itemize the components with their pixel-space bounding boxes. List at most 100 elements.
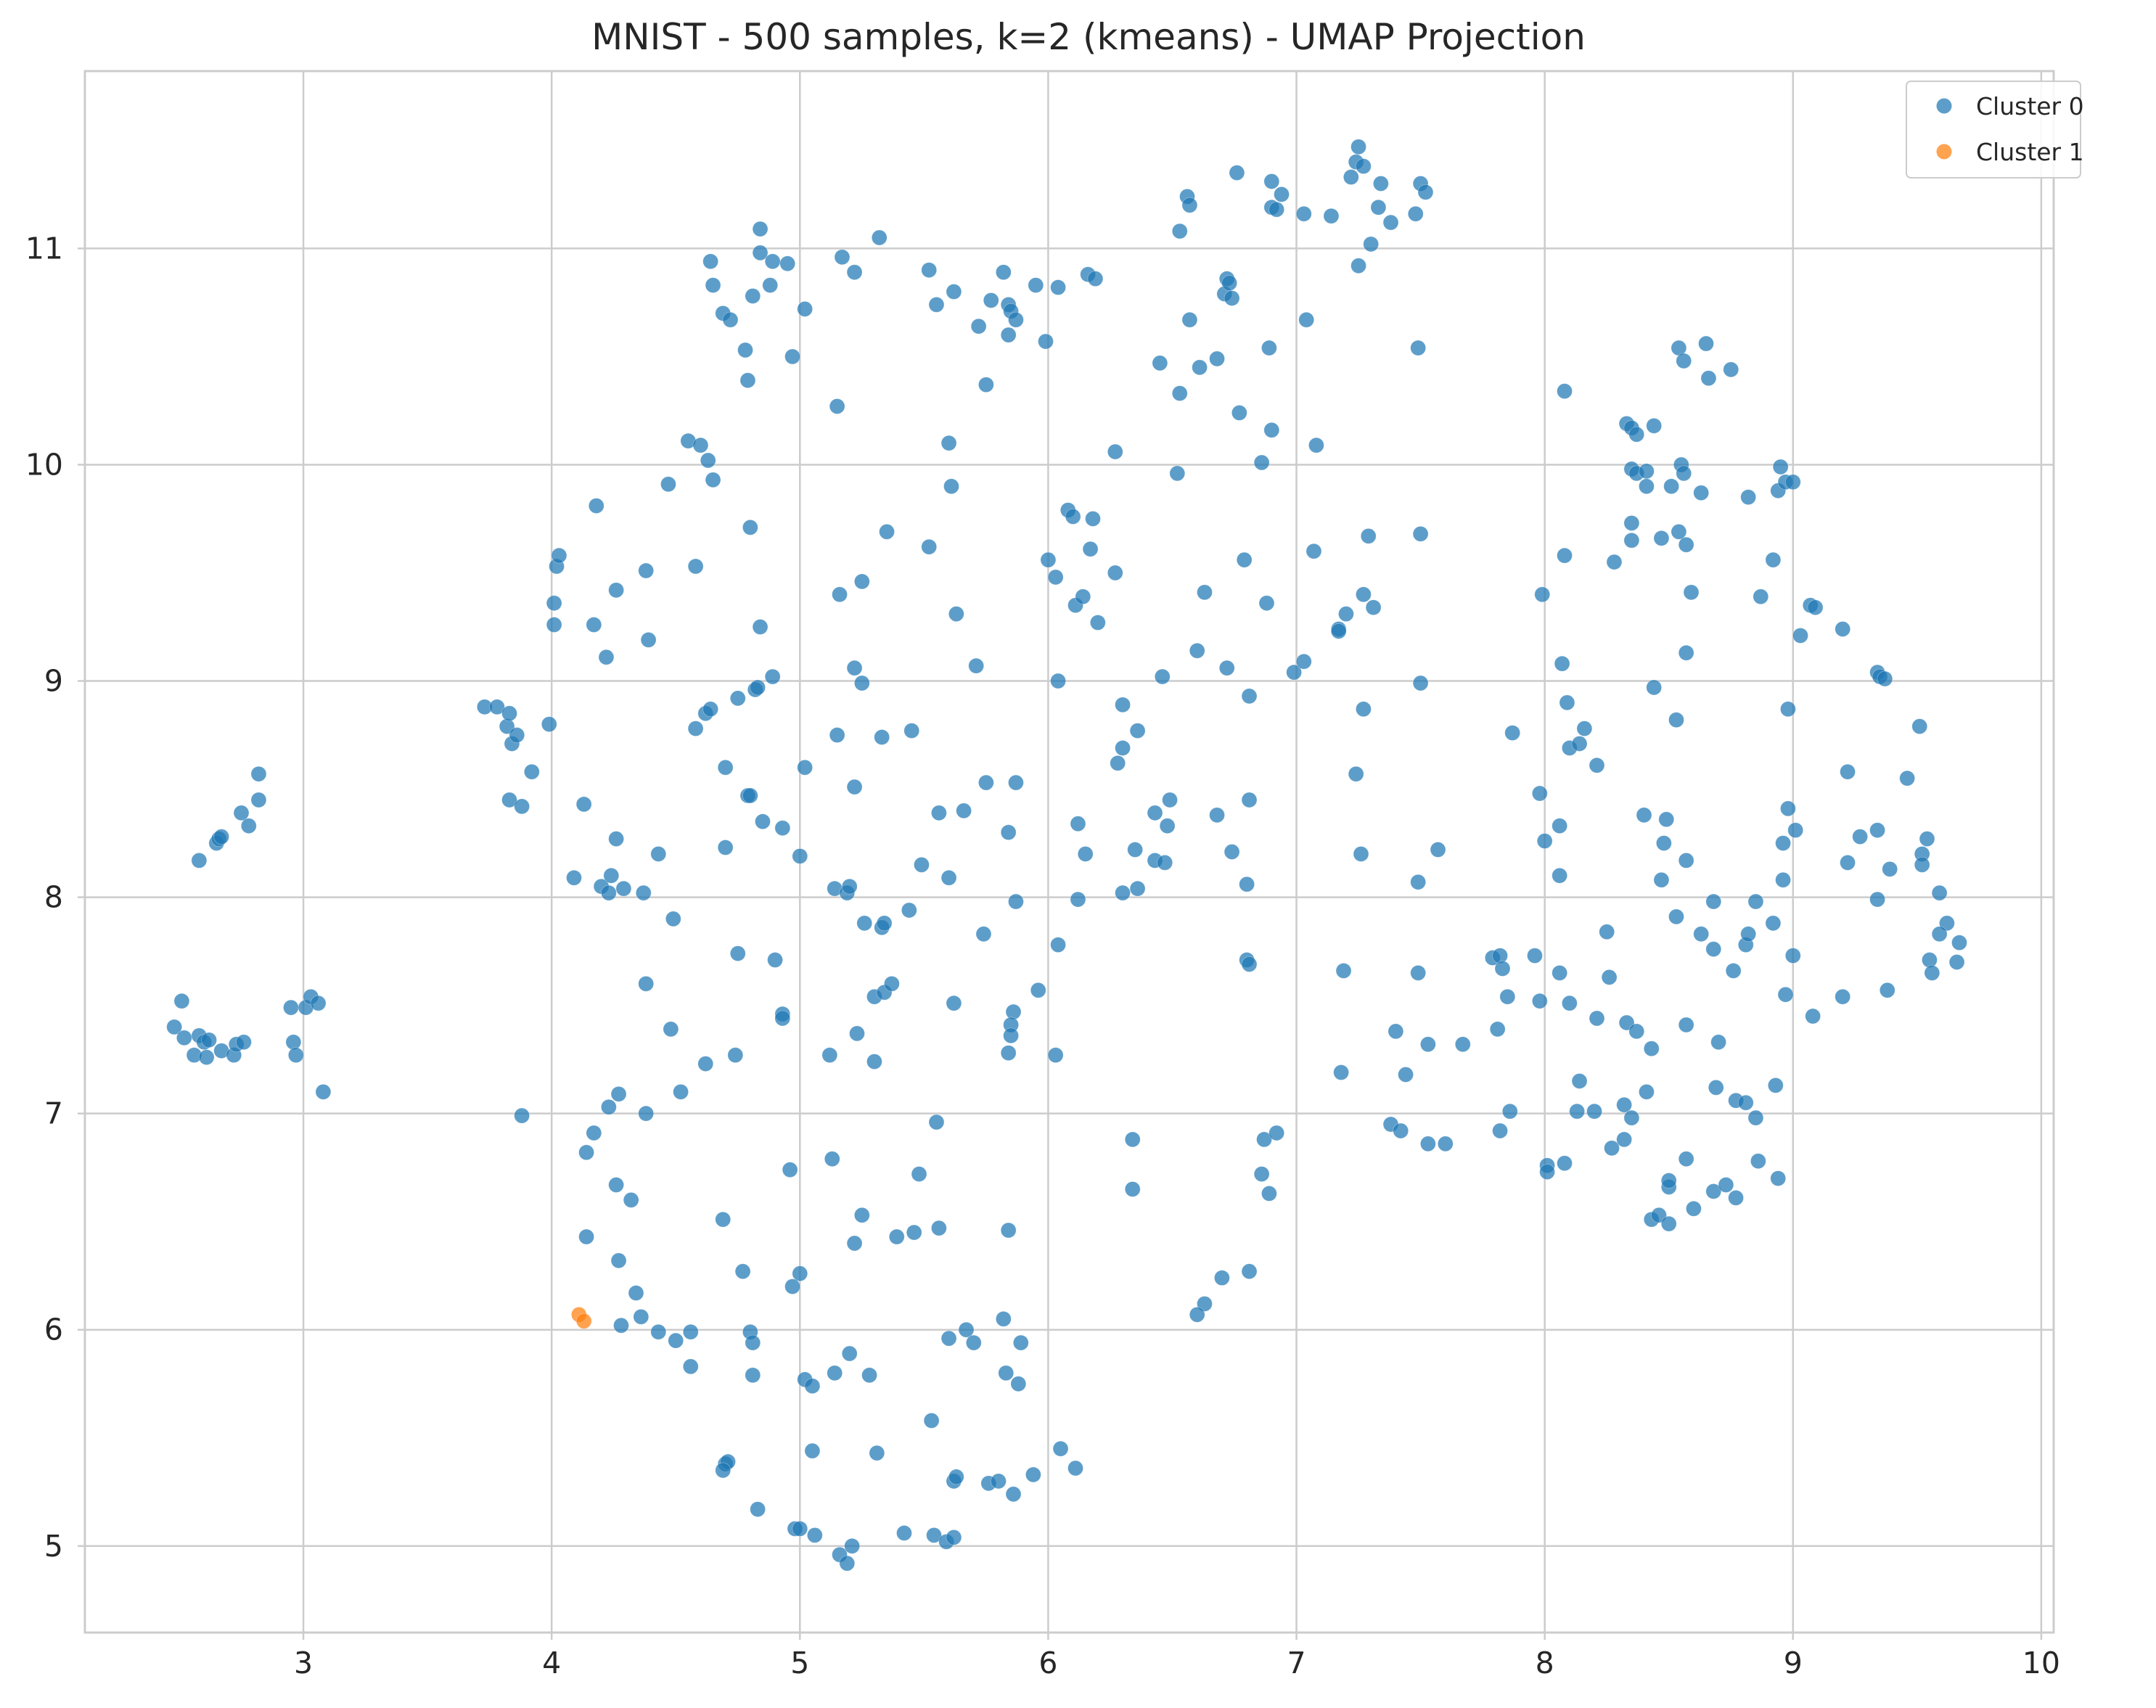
data-point (946, 284, 962, 300)
data-point (1604, 1140, 1620, 1157)
data-point (1087, 271, 1104, 287)
data-point (1050, 673, 1067, 689)
data-point (1599, 924, 1615, 940)
chart-title: MNIST - 500 samples, k=2 (kmeans) - UMAP… (591, 16, 1586, 58)
data-point (1499, 988, 1516, 1005)
data-point (804, 1442, 821, 1459)
data-point (1154, 668, 1171, 685)
data-point (948, 606, 964, 623)
data-point (1030, 982, 1046, 998)
data-point (514, 1107, 530, 1124)
data-point (1286, 664, 1303, 681)
data-point (285, 1034, 302, 1051)
data-point (1676, 353, 1692, 369)
data-point (1181, 197, 1198, 213)
y-tick-label: 7 (44, 1096, 63, 1131)
data-point (546, 617, 562, 633)
data-point (1869, 891, 1885, 908)
data-point (1040, 551, 1057, 568)
legend-label-cluster-1: Cluster 1 (1976, 138, 2084, 166)
data-point (729, 690, 746, 707)
data-point (1777, 986, 1794, 1003)
data-point (638, 562, 655, 579)
data-point (946, 995, 962, 1011)
data-point (575, 1313, 592, 1329)
data-point (1253, 1166, 1270, 1183)
data-point (940, 869, 957, 886)
data-point (1077, 846, 1094, 862)
data-point (1686, 1200, 1702, 1217)
data-point (1589, 757, 1605, 773)
scatter-points (166, 139, 1967, 1572)
data-point (600, 1099, 617, 1115)
data-point (1028, 277, 1044, 293)
data-point (1643, 1040, 1660, 1057)
data-point (1085, 511, 1101, 527)
data-point (1835, 621, 1851, 637)
data-point (523, 763, 540, 780)
data-point (240, 818, 257, 834)
data-point (1668, 712, 1684, 728)
data-point (1089, 615, 1106, 631)
data-point (764, 668, 781, 685)
data-point (1159, 818, 1176, 834)
data-point (697, 1056, 714, 1072)
data-point (1840, 855, 1856, 871)
y-tick-label: 5 (44, 1529, 63, 1564)
data-point (903, 723, 920, 739)
data-point (1623, 1109, 1640, 1126)
data-point (1162, 792, 1178, 808)
data-point (745, 288, 761, 304)
y-tick-label: 6 (44, 1313, 63, 1347)
data-point (166, 1019, 183, 1035)
data-point (1229, 165, 1245, 181)
data-point (1050, 279, 1067, 295)
data-point (906, 1224, 922, 1241)
data-point (722, 311, 739, 328)
data-point (1419, 1036, 1436, 1053)
data-point (970, 318, 987, 334)
data-point (1539, 1164, 1555, 1181)
data-point (1412, 675, 1429, 691)
data-point (1651, 1207, 1667, 1223)
data-point (250, 792, 267, 808)
data-point (1536, 833, 1553, 849)
data-point (640, 632, 657, 648)
data-point (1784, 474, 1801, 490)
data-point (1393, 1122, 1409, 1139)
data-point (940, 435, 957, 451)
data-point (1295, 653, 1312, 670)
data-point (1678, 1151, 1694, 1167)
data-point (844, 1537, 861, 1554)
data-point (608, 1177, 625, 1193)
data-point (615, 880, 632, 897)
data-point (1770, 1170, 1787, 1186)
data-point (1660, 1173, 1677, 1188)
data-point (1241, 1263, 1258, 1280)
data-point (1589, 1010, 1605, 1027)
axis-ticks: 3 4 5 6 7 8 9 10 5 6 7 8 9 10 11 (25, 231, 2060, 1680)
data-point (1676, 465, 1692, 482)
data-point (1124, 1131, 1141, 1148)
data-point (1157, 855, 1173, 871)
data-point (1253, 454, 1270, 471)
data-point (1705, 893, 1722, 910)
data-point (1263, 173, 1280, 189)
data-point (1623, 532, 1640, 549)
data-point (1129, 723, 1146, 739)
x-tick-label: 7 (1287, 1646, 1306, 1680)
data-point (977, 377, 994, 393)
data-point (784, 348, 800, 365)
data-point (700, 452, 716, 469)
data-point (702, 253, 719, 270)
data-point (806, 1527, 823, 1543)
data-point (687, 720, 704, 737)
data-point (839, 1555, 856, 1572)
data-point (946, 1529, 962, 1545)
data-point (1000, 327, 1017, 343)
data-point (283, 999, 299, 1016)
y-tick-label: 8 (44, 880, 63, 915)
data-point (1410, 965, 1427, 981)
x-tick-label: 8 (1536, 1646, 1554, 1680)
data-point (1660, 1215, 1677, 1232)
